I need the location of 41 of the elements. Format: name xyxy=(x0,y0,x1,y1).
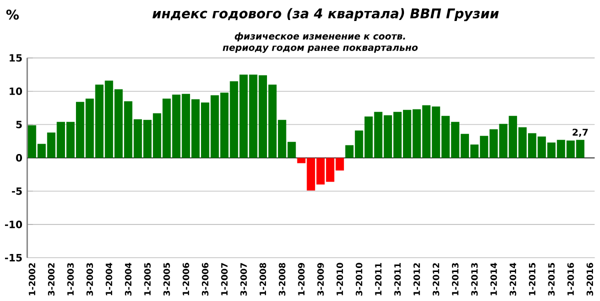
chart-title: индекс годового (за 4 квартала) ВВП Грузии xyxy=(152,8,499,22)
x-tick-label: 3-2015 xyxy=(548,263,555,296)
y-tick-label: -15 xyxy=(4,254,22,262)
x-tick-label: 3-2007 xyxy=(240,263,247,296)
x-tick-label: 1-2009 xyxy=(298,263,305,296)
x-tick-label: 1-2010 xyxy=(336,263,344,296)
x-tick-label: 3-2016 xyxy=(586,263,594,296)
x-tick-label: 1-2016 xyxy=(567,263,574,296)
x-tick-label: 3-2011 xyxy=(394,263,401,296)
x-tick-label: 3-2003 xyxy=(86,263,93,296)
x-tick-label: 3-2004 xyxy=(124,263,132,296)
x-tick-label: 1-2002 xyxy=(28,263,36,296)
x-tick-label: 1-2012 xyxy=(413,263,420,296)
x-tick-label: 1-2014 xyxy=(490,263,497,296)
x-tick-label: 1-2008 xyxy=(260,263,266,296)
data-label: 2,7 xyxy=(572,128,588,138)
y-axis-title: % xyxy=(6,10,19,20)
y-tick-label: -5 xyxy=(12,188,22,196)
x-tick-label: 3-2012 xyxy=(432,263,440,296)
y-tick-label: -10 xyxy=(4,220,22,228)
x-tick-label: 3-2002 xyxy=(48,263,55,296)
x-tick-label: 3-2009 xyxy=(317,263,324,296)
x-tick-label: 3-2005 xyxy=(163,263,170,296)
x-tick-label: 1-2013 xyxy=(452,263,458,296)
x-tick-label: 1-2004 xyxy=(106,263,112,296)
x-tick-label: 3-2006 xyxy=(202,263,208,296)
x-tick-label: 3-2008 xyxy=(278,263,286,296)
x-tick-label: 3-2010 xyxy=(356,263,362,296)
chart-subtitle: физическое изменение к соотв. периоду годом ранее поквартально xyxy=(222,32,418,54)
x-tick-label: 1-2015 xyxy=(528,263,536,296)
y-tick-label: 15 xyxy=(10,54,22,62)
x-tick-label: 3-2013 xyxy=(471,263,478,296)
x-tick-label: 1-2003 xyxy=(67,263,74,296)
x-tick-label: 1-2006 xyxy=(182,263,190,296)
y-tick-label: 0 xyxy=(16,154,22,162)
x-tick-label: 1-2007 xyxy=(221,263,228,296)
y-tick-label: 10 xyxy=(10,88,22,96)
x-tick-label: 1-2005 xyxy=(144,263,151,296)
x-tick-label: 3-2014 xyxy=(510,263,516,296)
y-tick-label: 5 xyxy=(16,121,22,128)
x-tick-label: 1-2011 xyxy=(375,263,382,296)
